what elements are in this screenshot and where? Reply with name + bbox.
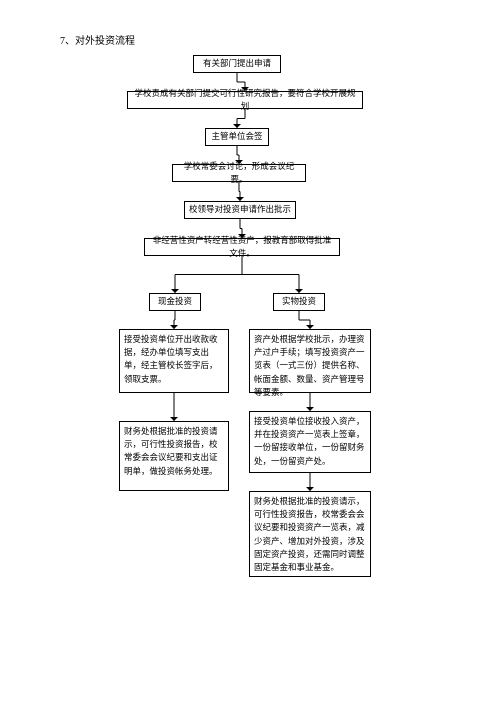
page-title: 7、对外投资流程 (60, 32, 135, 47)
flow-node-n5: 校领导对投资申请作出批示 (184, 201, 296, 219)
flow-node-n10: 资产处根据学校批示，办理资产过户手续；填写投资资产一览表（一式三份）提供名称、帐… (249, 329, 371, 393)
flow-node-n8: 实物投资 (273, 293, 325, 311)
flow-node-n3: 主管单位会签 (205, 128, 269, 146)
page: 7、对外投资流程 有关部门提出申请学校责成有关部门提交可行性研究报告，要符合学校… (0, 0, 500, 707)
flow-node-n1: 有关部门提出申请 (193, 55, 281, 73)
flow-node-n11: 财务处根据批准的投资请示，可行性投资报告，校常委会会议纪要和支出证明单，做投资帐… (119, 421, 229, 491)
flow-node-n6: 非经营性资产转经营性资产，报教育部取得批准文件。 (144, 238, 340, 256)
flow-node-n7: 现金投资 (149, 293, 201, 311)
flow-node-n2: 学校责成有关部门提交可行性研究报告，要符合学校开展规划 (127, 91, 363, 109)
flow-node-n13: 财务处根据批准的投资请示，可行性投资报告，校常委会会议纪要和投资资产一览表，减少… (249, 491, 371, 577)
flow-node-n9: 接受投资单位开出收款收据，经办单位填写支出单，经主管校长签字后，领取支票。 (119, 329, 229, 393)
flow-node-n4: 学校常委会讨论，形成会议纪要。 (172, 164, 306, 182)
flow-node-n12: 接受投资单位接收投入资产，并在投资资产一览表上签章，一份留接收单位，一份留财务处… (249, 411, 371, 473)
